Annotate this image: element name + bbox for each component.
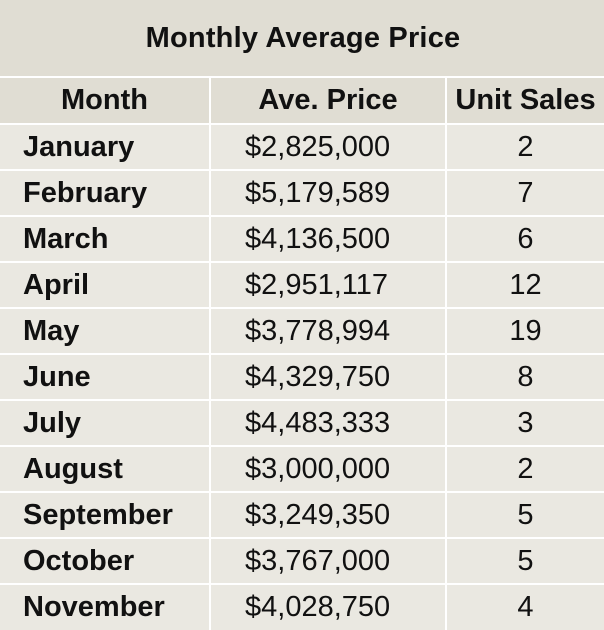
unit-sales-cell: 3 bbox=[446, 400, 604, 447]
month-cell: April bbox=[0, 262, 211, 309]
column-header-unit-sales: Unit Sales bbox=[446, 78, 604, 125]
table-body: January $2,825,000 2 February $5,179,589 7 Mar… bbox=[0, 124, 604, 630]
table-row: April $2,951,117 12 bbox=[0, 262, 604, 309]
unit-sales-cell: 2 bbox=[446, 446, 604, 493]
table-row: October $3,767,000 5 bbox=[0, 538, 604, 585]
ave-price-cell: $4,329,750 bbox=[210, 354, 447, 401]
unit-sales-cell: 7 bbox=[446, 170, 604, 217]
ave-price-cell: $4,483,333 bbox=[210, 400, 447, 447]
unit-sales-cell: 6 bbox=[446, 216, 604, 263]
ave-price-cell: $3,000,000 bbox=[210, 446, 447, 493]
table-row: February $5,179,589 7 bbox=[0, 170, 604, 217]
column-header-month: Month bbox=[0, 78, 211, 125]
month-cell: March bbox=[0, 216, 211, 263]
ave-price-cell: $3,249,350 bbox=[210, 492, 447, 539]
ave-price-cell: $3,778,994 bbox=[210, 308, 447, 355]
month-cell: February bbox=[0, 170, 211, 217]
table-title: Monthly Average Price bbox=[145, 21, 461, 54]
month-cell: September bbox=[0, 492, 211, 539]
unit-sales-cell: 2 bbox=[446, 124, 604, 171]
ave-price-cell: $2,951,117 bbox=[210, 262, 447, 309]
table-row: August $3,000,000 2 bbox=[0, 446, 604, 493]
table-row: July $4,483,333 3 bbox=[0, 400, 604, 447]
ave-price-cell: $5,179,589 bbox=[210, 170, 447, 217]
month-cell: August bbox=[0, 446, 211, 493]
unit-sales-cell: 19 bbox=[446, 308, 604, 355]
month-cell: October bbox=[0, 538, 211, 585]
table-row: May $3,778,994 19 bbox=[0, 308, 604, 355]
ave-price-cell: $4,136,500 bbox=[210, 216, 447, 263]
table-row: September $3,249,350 5 bbox=[0, 492, 604, 539]
month-cell: May bbox=[0, 308, 211, 355]
ave-price-cell: $3,767,000 bbox=[210, 538, 447, 585]
table-title-bar: Monthly Average Price bbox=[0, 0, 604, 78]
table-row: January $2,825,000 2 bbox=[0, 124, 604, 171]
unit-sales-cell: 4 bbox=[446, 584, 604, 630]
column-header-ave-price: Ave. Price bbox=[210, 78, 447, 125]
month-cell: January bbox=[0, 124, 211, 171]
ave-price-cell: $2,825,000 bbox=[210, 124, 447, 171]
month-cell: July bbox=[0, 400, 211, 447]
unit-sales-cell: 12 bbox=[446, 262, 604, 309]
month-cell: November bbox=[0, 584, 211, 630]
table-row: June $4,329,750 8 bbox=[0, 354, 604, 401]
unit-sales-cell: 5 bbox=[446, 492, 604, 539]
table-row: March $4,136,500 6 bbox=[0, 216, 604, 263]
month-cell: June bbox=[0, 354, 211, 401]
monthly-price-table: Month Ave. Price Unit Sales January $2,82… bbox=[0, 78, 604, 630]
unit-sales-cell: 5 bbox=[446, 538, 604, 585]
ave-price-cell: $4,028,750 bbox=[210, 584, 447, 630]
header-row: Month Ave. Price Unit Sales bbox=[0, 78, 604, 125]
table-row: November $4,028,750 4 bbox=[0, 584, 604, 630]
unit-sales-cell: 8 bbox=[446, 354, 604, 401]
